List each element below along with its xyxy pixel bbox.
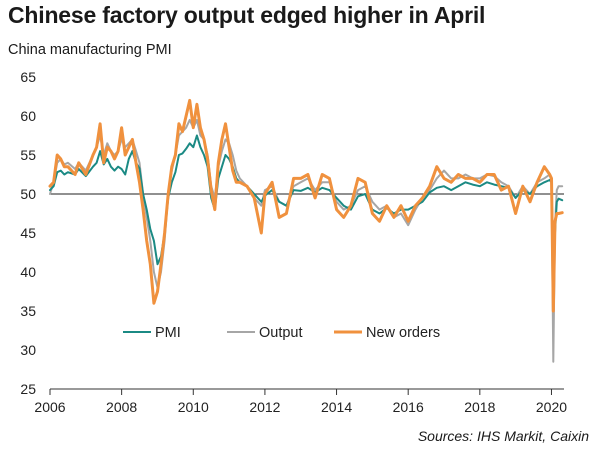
y-tick-label: 35 bbox=[20, 303, 36, 319]
x-tick-label: 2018 bbox=[464, 399, 495, 415]
chart-title: Chinese factory output edged higher in A… bbox=[8, 2, 486, 28]
x-tick-label: 2008 bbox=[106, 399, 137, 415]
x-tick-label: 2012 bbox=[249, 399, 280, 415]
legend-label-pmi: PMI bbox=[155, 325, 181, 341]
y-tick-label: 40 bbox=[20, 264, 36, 280]
x-tick-label: 2020 bbox=[536, 399, 567, 415]
series-line-pmi bbox=[49, 134, 564, 271]
legend-label-output: Output bbox=[259, 325, 303, 341]
x-tick-label: 2014 bbox=[321, 399, 352, 415]
y-tick-label: 60 bbox=[20, 108, 36, 124]
y-tick-label: 30 bbox=[20, 342, 36, 358]
chart-axes: 25 30 35 40 45 50 55 60 65 2006 2008 2010 2012 2014 20… bbox=[20, 69, 567, 415]
chart-series-lines bbox=[48, 98, 564, 363]
source-note: Sources: IHS Markit, Caixin bbox=[417, 428, 589, 444]
y-tick-label: 45 bbox=[20, 225, 36, 241]
legend-label-new-orders: New orders bbox=[366, 325, 440, 341]
series-line-new-orders bbox=[48, 98, 564, 313]
y-tick-label: 50 bbox=[20, 186, 36, 202]
x-tick-label: 2006 bbox=[34, 399, 65, 415]
chart-subtitle: China manufacturing PMI bbox=[8, 42, 172, 58]
x-tick-label: 2010 bbox=[178, 399, 209, 415]
y-tick-label: 65 bbox=[20, 69, 36, 85]
series-line-output bbox=[49, 118, 564, 363]
y-tick-label: 55 bbox=[20, 147, 36, 163]
y-tick-label: 25 bbox=[20, 381, 36, 397]
x-tick-label: 2016 bbox=[393, 399, 424, 415]
chart-legend: PMI Output New orders bbox=[123, 325, 440, 341]
